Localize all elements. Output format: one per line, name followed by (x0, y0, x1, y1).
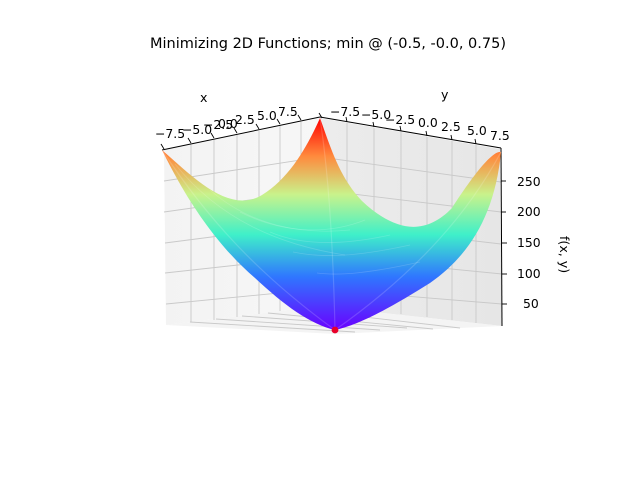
x-tick-label: 2.5 (235, 112, 255, 127)
x-axis-line (161, 116, 321, 151)
surface-mesh (162, 118, 501, 330)
x-tick-label: 5.0 (257, 108, 277, 123)
y-tick-label: 7.5 (490, 128, 510, 143)
minimum-marker (331, 326, 339, 334)
surface-contour (239, 211, 366, 231)
z-tick-label: 100 (517, 266, 541, 281)
x-tick-label: 0.0 (218, 116, 238, 131)
z-tick-label: 250 (517, 174, 541, 189)
x-tick-label: −5.0 (182, 122, 212, 137)
y-tick-label: −7.5 (330, 104, 360, 119)
y-tick-label: 2.5 (441, 119, 461, 134)
surface-contour (209, 189, 351, 232)
z-axis-label: f(x, y) (557, 236, 572, 273)
surface-contour (269, 231, 391, 243)
y-axis-label: y (441, 87, 449, 102)
y-tick-labels: −7.5 −5.0 −2.5 0.0 2.5 5.0 7.5 (330, 104, 510, 143)
surface-contour (292, 244, 411, 256)
y-tick-label: 5.0 (467, 123, 487, 138)
surface-contour (174, 163, 346, 256)
y-tick-label: −5.0 (361, 107, 391, 122)
surface-contour (161, 149, 336, 331)
x-tick-labels: −7.5 −5.0 −2.5 0.0 2.5 5.0 7.5 (155, 104, 298, 141)
x-tick-label: −7.5 (155, 126, 185, 141)
z-tick-label: 200 (517, 204, 541, 219)
z-axis-line (500, 147, 503, 327)
x-axis-label: x (200, 90, 208, 105)
z-tick-label: 150 (517, 235, 541, 250)
axes-3d (160, 112, 507, 334)
y-tick-label: −2.5 (385, 112, 415, 127)
chart-title: Minimizing 2D Functions; min @ (-0.5, -0… (150, 36, 506, 52)
z-tick-labels: 250 200 150 100 50 (517, 174, 541, 311)
y-tick-label: 0.0 (418, 115, 438, 130)
y-axis-line (319, 116, 502, 149)
surface-contour (316, 261, 421, 275)
x-tick-label: 7.5 (278, 104, 298, 119)
z-tick-label: 50 (523, 296, 539, 311)
surface-contour (334, 151, 502, 331)
x-tick-label: −2.5 (203, 117, 233, 132)
surface-layer (161, 117, 502, 331)
surface-contour (319, 117, 336, 331)
